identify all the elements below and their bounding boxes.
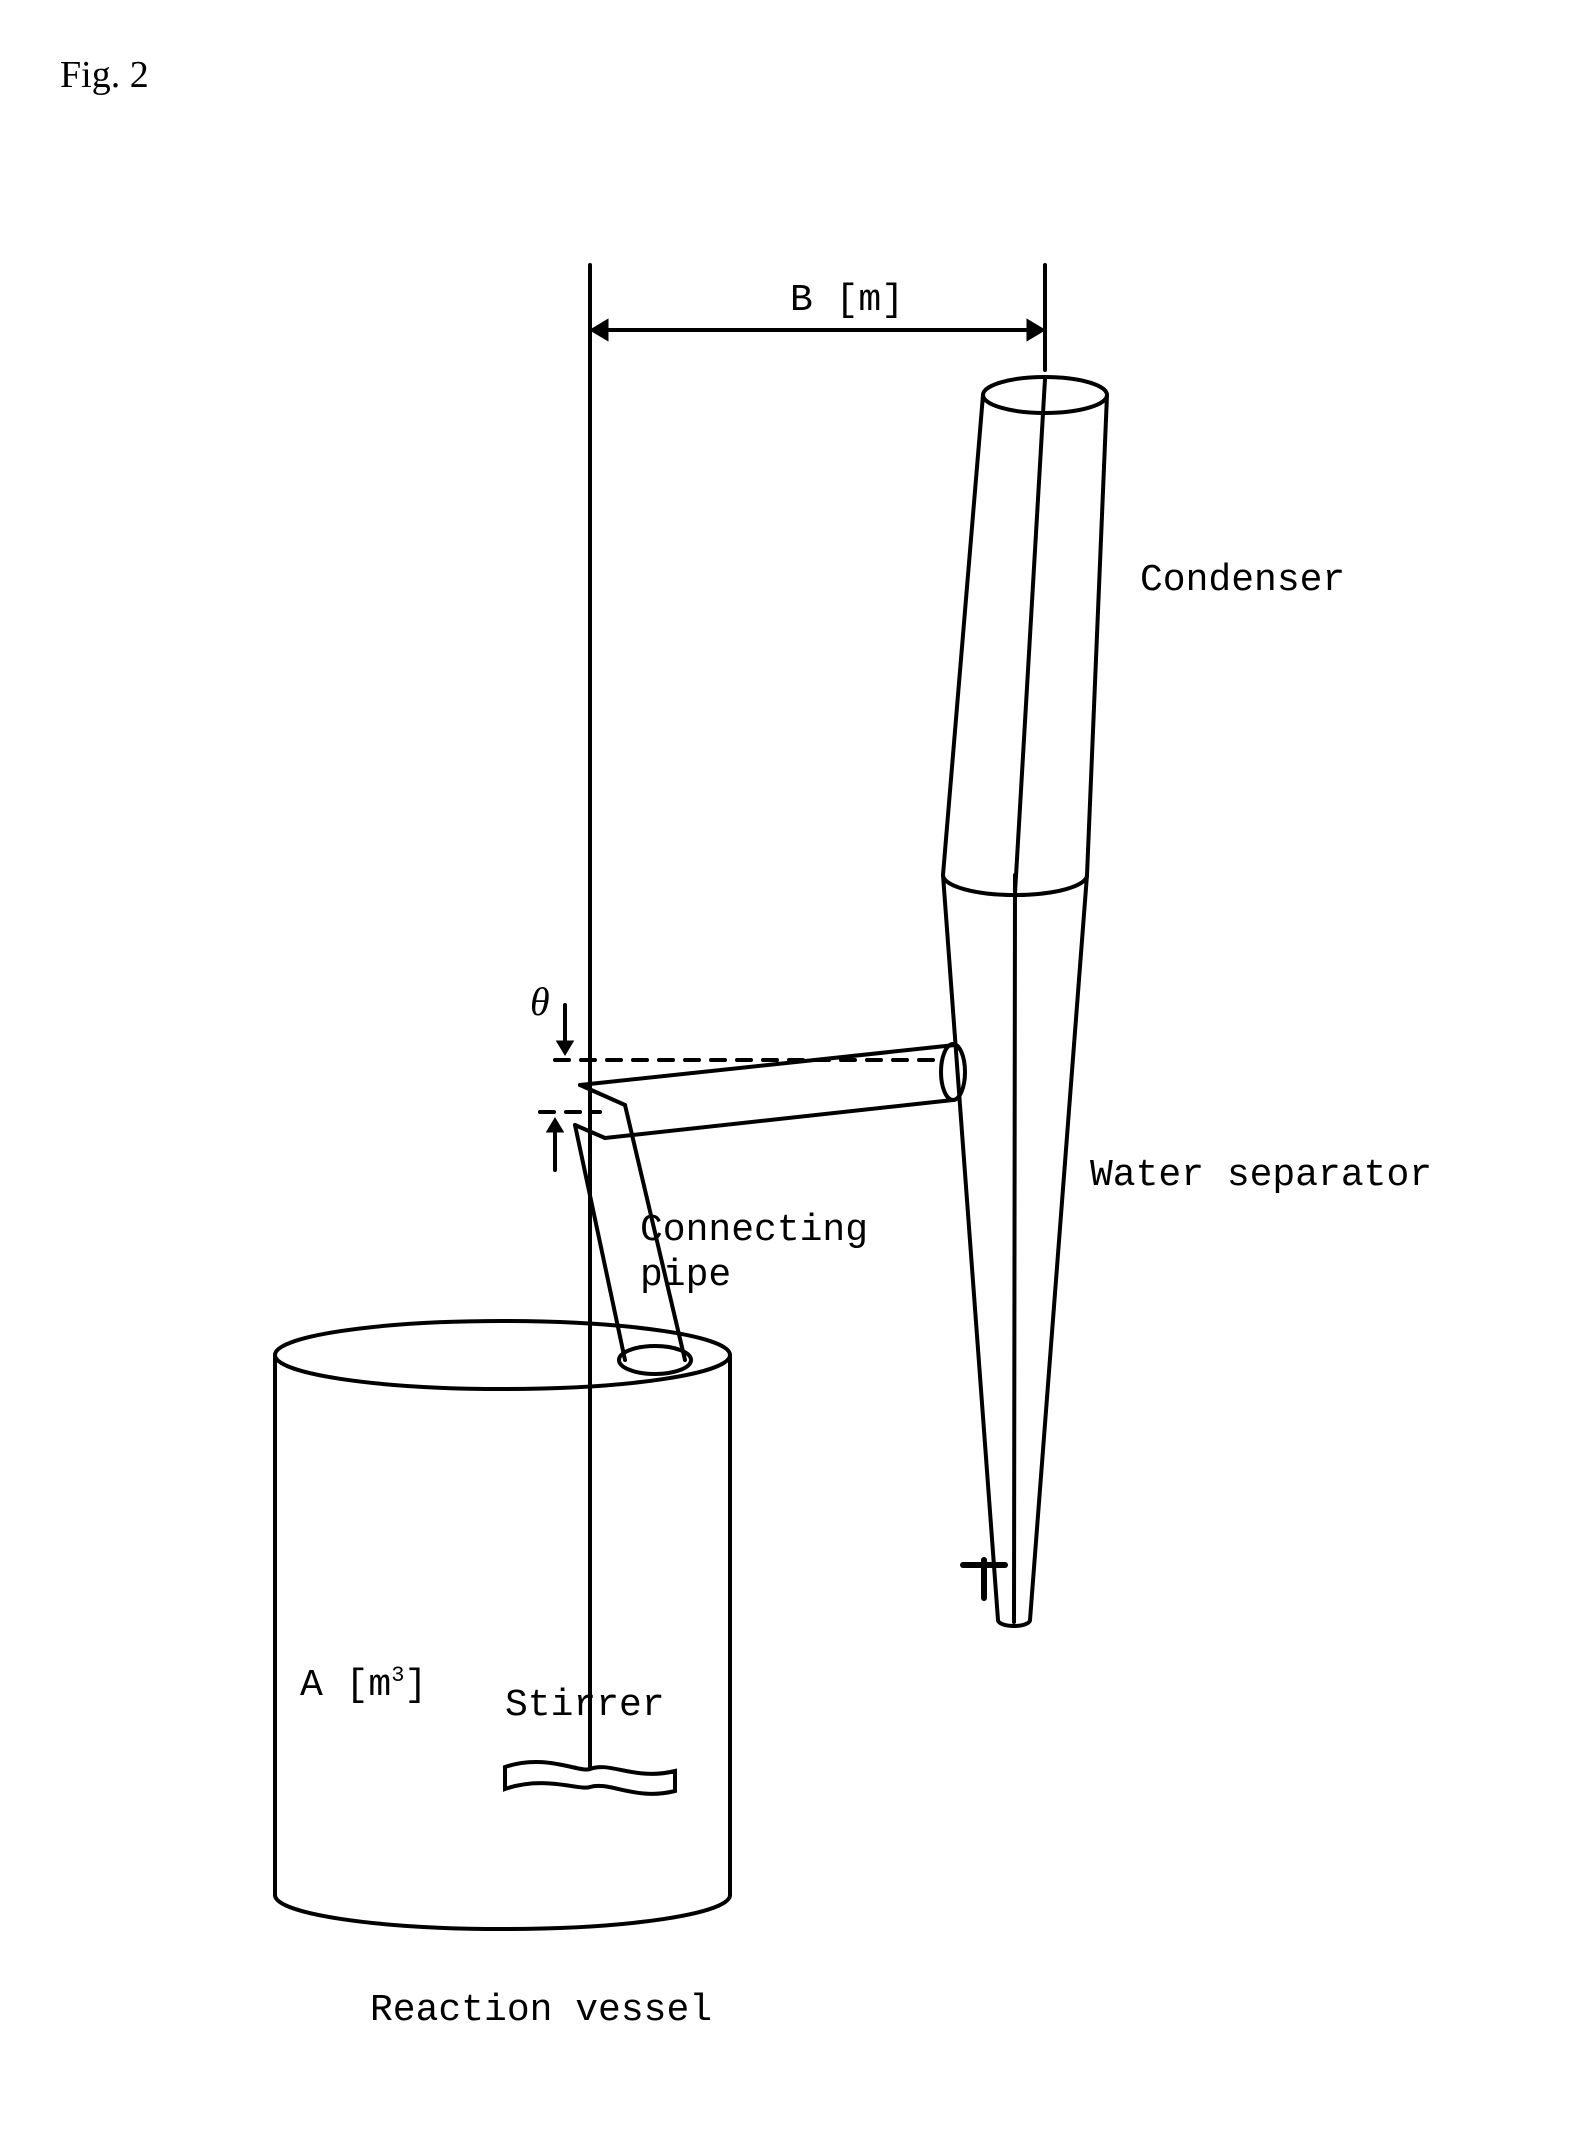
apparatus-diagram — [0, 0, 1584, 2141]
figure-page: Fig. 2 B [m] Condenser θ Water separator… — [0, 0, 1584, 2141]
